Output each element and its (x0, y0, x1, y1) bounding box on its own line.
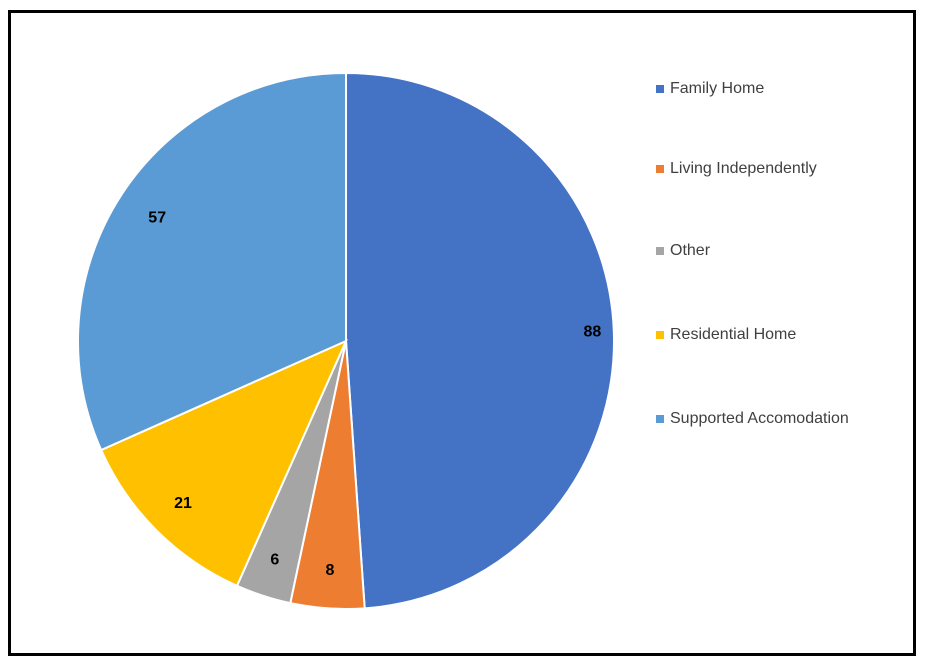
legend-label-living-independently: Living Independently (670, 160, 817, 177)
chart-frame: 88 8 6 21 57 Family Home Living Independentl… (8, 10, 916, 656)
data-label-living-independently: 8 (325, 562, 334, 579)
pie-slice-residential-home (99, 339, 348, 588)
legend-label-family-home: Family Home (670, 80, 765, 97)
legend-item-living-independently: Living Independently (656, 159, 860, 179)
legend-label-other: Other (670, 242, 711, 259)
data-label-other: 6 (270, 551, 279, 568)
legend-item-residential-home: Residential Home (656, 325, 860, 345)
legend-swatch-residential-home (656, 331, 664, 339)
pie-slice-family-home (345, 71, 615, 610)
legend-item-supported-accomodation: Supported Accomodation (656, 409, 860, 429)
pie-slice-supported-accomodation (77, 71, 347, 452)
legend-item-other: Other (656, 241, 860, 261)
legend-swatch-supported-accomodation (656, 415, 664, 423)
legend-swatch-family-home (656, 85, 664, 93)
data-label-residential-home: 21 (174, 495, 192, 512)
data-label-family-home: 88 (584, 324, 602, 341)
data-label-supported-accomodation: 57 (148, 210, 166, 227)
legend-label-residential-home: Residential Home (670, 326, 797, 343)
legend-swatch-living-independently (656, 165, 664, 173)
legend-item-family-home: Family Home (656, 79, 860, 99)
legend-label-supported-accomodation: Supported Accomodation (670, 410, 849, 427)
legend-swatch-other (656, 247, 664, 255)
